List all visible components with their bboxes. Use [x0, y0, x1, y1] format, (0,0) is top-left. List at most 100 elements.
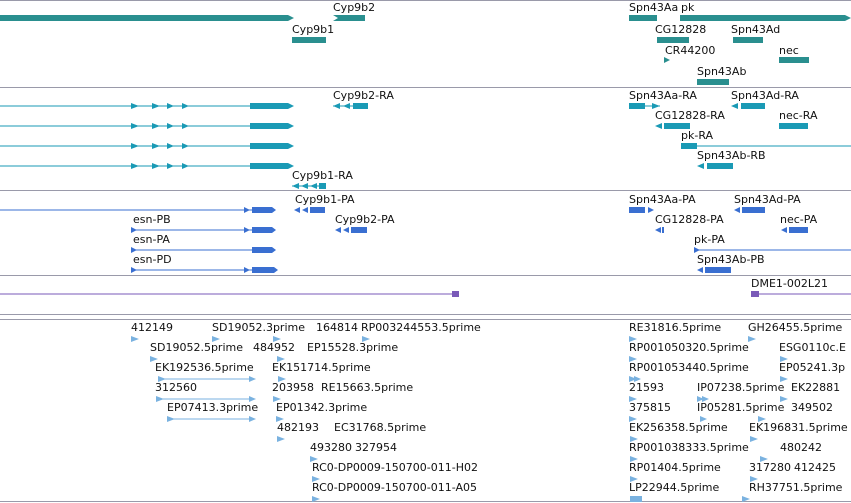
transcript-feature-esn-1[interactable]: [0, 103, 294, 109]
est-label: 327954: [355, 441, 397, 454]
gene-label: pk: [681, 1, 695, 14]
protein-feature-esn-pb[interactable]: [131, 227, 276, 233]
transcript-label: pk-RA: [681, 129, 714, 142]
est-label: 375815: [629, 401, 671, 414]
gene-feature-nec[interactable]: [779, 57, 809, 63]
transcript-feature-esn-3[interactable]: [0, 143, 294, 149]
transcript-feature-spn43aa-ra[interactable]: [629, 103, 660, 109]
transcript-feature-pk-ra[interactable]: [681, 143, 851, 149]
protein-label: Spn43Aa-PA: [629, 193, 696, 206]
protein-label: Cyp9b1-PA: [295, 193, 355, 206]
dme-track: DME1-002L21: [0, 277, 851, 297]
est-label: SD19052.5prime: [150, 341, 243, 354]
est-track: 412149 SD19052.3prime 164814 RP003244553…: [131, 321, 848, 502]
gene-label: Cyp9b2: [333, 1, 375, 14]
gene-feature-esn[interactable]: [0, 15, 294, 21]
protein-label: Spn43Ad-PA: [734, 193, 801, 206]
transcript-feature-cg12828-ra[interactable]: [655, 123, 690, 129]
est-label: 312560: [155, 381, 197, 394]
gene-label: Cyp9b1: [292, 23, 334, 36]
est-label: 480242: [780, 441, 822, 454]
est-label: EC31768.5prime: [334, 421, 426, 434]
gene-feature-cyp9b2[interactable]: [333, 15, 365, 21]
gene-feature-spn43ad[interactable]: [733, 37, 763, 43]
protein-label: esn-PD: [133, 253, 172, 266]
est-link-lines: [156, 378, 708, 420]
est-label: SD19052.3prime: [212, 321, 305, 334]
transcript-feature-esn-4[interactable]: [0, 163, 294, 169]
gene-feature-spn43ab[interactable]: [697, 79, 729, 85]
transcript-feature-nec-ra[interactable]: [779, 123, 808, 129]
protein-feature-cyp9b1-pa[interactable]: [294, 207, 325, 213]
est-label: RE15663.5prime: [321, 381, 413, 394]
est-label: 482193: [277, 421, 319, 434]
transcript-feature-esn-2[interactable]: [0, 123, 294, 129]
protein-feature-cg12828-pa[interactable]: [655, 227, 664, 233]
est-label: EP15528.3prime: [307, 341, 398, 354]
est-label: EK256358.5prime: [629, 421, 728, 434]
est-label: RH37751.5prime: [749, 481, 843, 494]
transcript-label: Spn43Ad-RA: [731, 89, 799, 102]
gene-label: nec: [779, 44, 799, 57]
est-label: EP05241.3p: [779, 361, 845, 374]
protein-feature-esn-1[interactable]: [0, 207, 276, 213]
protein-label: Cyp9b2-PA: [335, 213, 395, 226]
est-label: 21593: [629, 381, 664, 394]
gene-label: Spn43Ad: [731, 23, 780, 36]
est-label: RC0-DP0009-150700-011-H02: [312, 461, 478, 474]
protein-feature-pk-pa[interactable]: [694, 247, 851, 253]
est-link-ends: [249, 376, 256, 422]
est-label: 484952: [253, 341, 295, 354]
transcript-feature-cyp9b2-ra[interactable]: [333, 103, 368, 109]
est-label: 412149: [131, 321, 173, 334]
transcript-label: nec-RA: [779, 109, 818, 122]
gene-track: Cyp9b2 Cyp9b1 Spn43Aa pk CG12828 Spn43Ad…: [0, 1, 851, 85]
est-label: EK22881: [791, 381, 840, 394]
gene-feature-cr44200[interactable]: [664, 57, 670, 63]
gene-feature-pk[interactable]: [680, 15, 851, 21]
est-label: 164814: [316, 321, 358, 334]
est-label: RC0-DP0009-150700-011-A05: [312, 481, 477, 494]
protein-label: nec-PA: [780, 213, 818, 226]
protein-feature-spn43aa-pa[interactable]: [629, 207, 654, 213]
protein-feature-spn43ab-pb[interactable]: [697, 267, 731, 273]
est-label: EP07413.3prime: [167, 401, 258, 414]
gene-feature-spn43aa[interactable]: [629, 15, 657, 21]
est-label: IP05281.5prime: [697, 401, 785, 414]
est-label: RP003244553.5prime: [361, 321, 481, 334]
gene-feature-cg12828[interactable]: [657, 37, 689, 43]
est-label: 493280: [310, 441, 352, 454]
gene-feature-cyp9b1[interactable]: [292, 37, 326, 43]
gene-label: Spn43Ab: [697, 65, 746, 78]
transcript-feature-cyp9b1-ra[interactable]: [292, 183, 326, 189]
est-label: 317280: [749, 461, 791, 474]
dme-feature-left[interactable]: [0, 291, 459, 297]
est-label: RP001053440.5prime: [629, 361, 749, 374]
transcript-label: CG12828-RA: [655, 109, 725, 122]
est-label: RP001038333.5prime: [629, 441, 749, 454]
est-label: EK196831.5prime: [749, 421, 848, 434]
protein-feature-spn43ad-pa[interactable]: [734, 207, 765, 213]
protein-label: CG12828-PA: [655, 213, 724, 226]
protein-track: Cyp9b1-PA Spn43Aa-PA Spn43Ad-PA esn-PB C…: [0, 193, 851, 273]
est-label: RP01404.5prime: [629, 461, 721, 474]
transcript-label: Spn43Aa-RA: [629, 89, 697, 102]
protein-feature-cyp9b2-pa[interactable]: [335, 227, 367, 233]
protein-label: pk-PA: [694, 233, 725, 246]
gene-label: Spn43Aa: [629, 1, 678, 14]
est-features[interactable]: [131, 336, 788, 502]
protein-feature-nec-pa[interactable]: [781, 227, 808, 233]
est-label: IP07238.5prime: [697, 381, 785, 394]
protein-feature-esn-pa[interactable]: [131, 247, 276, 253]
dme-label: DME1-002L21: [751, 277, 828, 290]
transcript-label: Spn43Ab-RB: [697, 149, 766, 162]
transcript-feature-spn43ab-rb[interactable]: [697, 163, 733, 169]
transcript-feature-spn43ad-ra[interactable]: [731, 103, 765, 109]
transcript-label: Cyp9b2-RA: [333, 89, 394, 102]
dme-feature-dme1-002l21[interactable]: [751, 291, 851, 297]
protein-feature-esn-pd[interactable]: [131, 267, 278, 273]
transcript-track: Cyp9b2-RA Spn43Aa-RA Spn43Ad-RA CG12828-…: [0, 89, 851, 189]
gene-label: CG12828: [655, 23, 706, 36]
protein-label: Spn43Ab-PB: [697, 253, 765, 266]
